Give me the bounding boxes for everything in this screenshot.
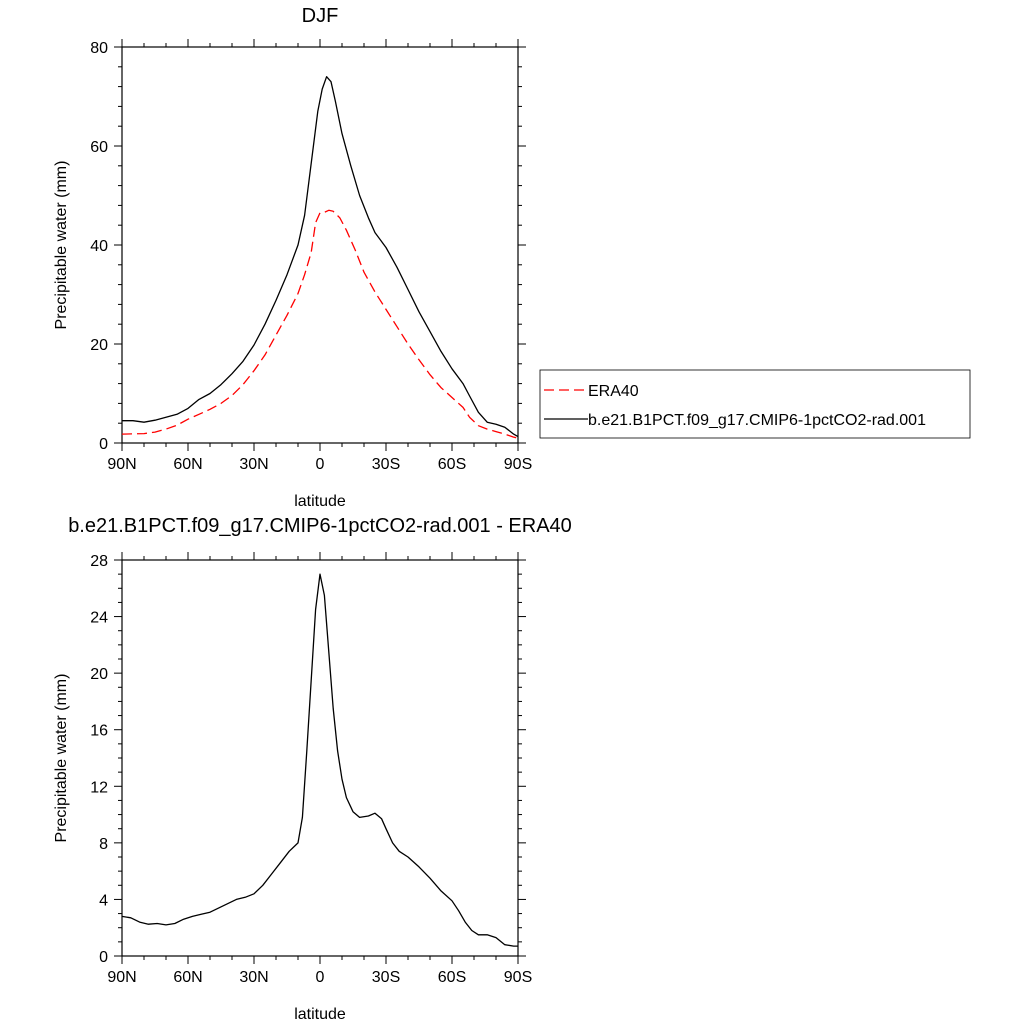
chart-title: DJF: [302, 5, 339, 27]
x-tick-label: 90S: [504, 456, 532, 473]
x-tick-label: 90N: [107, 969, 136, 986]
chart-panel-2: b.e21.B1PCT.f09_g17.CMIP6-1pctCO2-rad.00…: [53, 515, 572, 1023]
chart-title: b.e21.B1PCT.f09_g17.CMIP6-1pctCO2-rad.00…: [68, 515, 572, 537]
y-tick-label: 12: [90, 779, 108, 796]
series-line-difference: [121, 573, 518, 947]
y-tick-label: 80: [90, 40, 108, 57]
y-tick-label: 40: [90, 238, 108, 255]
x-tick-label: 60S: [438, 456, 466, 473]
plot-frame: [121, 46, 519, 444]
x-tick-label: 0: [316, 969, 325, 986]
series-line-b-e21-b1pct-f09-g17-cmip6-1pctco2-rad-001: [122, 76, 519, 438]
legend: ERA40 b.e21.B1PCT.f09_g17.CMIP6-1pctCO2-r…: [539, 369, 971, 439]
x-axis-label: latitude: [294, 493, 346, 510]
y-tick-label: 20: [90, 666, 108, 683]
x-tick-label: 30N: [239, 969, 268, 986]
x-tick-label: 30S: [372, 969, 400, 986]
y-axis-label: Precipitable water (mm): [53, 161, 70, 330]
y-tick-label: 60: [90, 139, 108, 156]
y-tick-label: 0: [99, 436, 108, 453]
legend-label: ERA40: [588, 383, 639, 400]
legend-label: b.e21.B1PCT.f09_g17.CMIP6-1pctCO2-rad.00…: [588, 412, 926, 429]
x-tick-label: 60N: [173, 456, 202, 473]
x-tick-label: 90N: [107, 456, 136, 473]
y-tick-label: 20: [90, 337, 108, 354]
y-tick-label: 4: [99, 892, 108, 909]
x-tick-label: 90S: [504, 969, 532, 986]
series-line-era40: [121, 209, 519, 439]
legend-box: [539, 369, 971, 439]
y-axis-label: Precipitable water (mm): [53, 674, 70, 843]
x-axis-label: latitude: [294, 1006, 346, 1023]
x-tick-label: 30S: [372, 456, 400, 473]
plot-frame: [121, 559, 519, 957]
y-tick-label: 28: [90, 553, 108, 570]
y-tick-label: 0: [99, 949, 108, 966]
x-tick-label: 60N: [173, 969, 202, 986]
x-tick-label: 30N: [239, 456, 268, 473]
x-tick-label: 60S: [438, 969, 466, 986]
y-tick-label: 24: [90, 610, 108, 627]
x-tick-label: 0: [316, 456, 325, 473]
y-tick-label: 16: [90, 723, 108, 740]
y-tick-label: 8: [99, 836, 108, 853]
chart-panel-1: DJF 90N 60N 30N 0 30S 60S 90S 0 20 40 60 80 latitude P…: [53, 5, 971, 510]
